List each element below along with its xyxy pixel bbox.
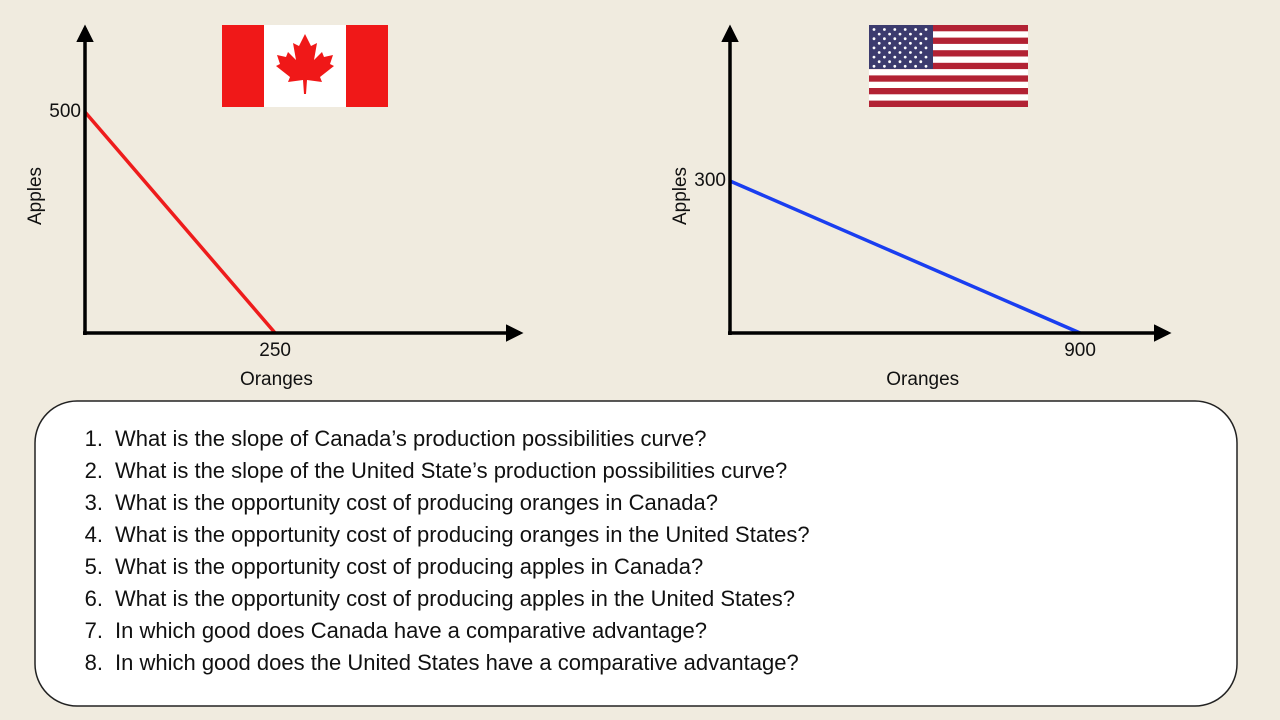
y-tick-label: 500 xyxy=(49,101,81,122)
star xyxy=(888,51,891,54)
x-axis-label: Oranges xyxy=(240,369,313,390)
star xyxy=(919,60,923,64)
star xyxy=(888,41,891,45)
star xyxy=(872,55,876,59)
question-number: 7. xyxy=(84,618,103,643)
star xyxy=(909,51,912,54)
star xyxy=(872,37,876,41)
star xyxy=(919,51,923,54)
question-number: 3. xyxy=(84,490,103,515)
star xyxy=(919,41,923,45)
star xyxy=(924,37,928,41)
star xyxy=(924,46,928,50)
star xyxy=(883,46,886,50)
canada-flag xyxy=(222,25,388,107)
star xyxy=(872,64,876,68)
question-number: 4. xyxy=(84,522,103,547)
star xyxy=(877,51,881,54)
star xyxy=(888,60,891,64)
question-text: What is the opportunity cost of producin… xyxy=(115,490,718,515)
star xyxy=(877,41,881,45)
y-tick-label: 300 xyxy=(694,170,726,191)
question-number: 8. xyxy=(84,650,103,675)
question-number: 5. xyxy=(84,554,103,579)
star xyxy=(877,60,881,64)
star xyxy=(898,60,902,64)
question-box xyxy=(34,400,1238,707)
star xyxy=(883,64,886,68)
star xyxy=(914,28,917,31)
ppf-line xyxy=(729,179,1081,335)
star xyxy=(914,37,917,41)
star xyxy=(924,64,928,68)
y-axis-label: Apples xyxy=(25,167,46,225)
question-number: 1. xyxy=(84,426,103,451)
star xyxy=(898,41,902,45)
star xyxy=(909,41,912,45)
question-text: What is the slope of Canada’s production… xyxy=(115,426,707,451)
ppf-line xyxy=(83,110,277,335)
y-axis-label: Apples xyxy=(670,167,691,225)
x-tick-label: 250 xyxy=(259,340,291,361)
x-axis-label: Oranges xyxy=(886,369,959,390)
star xyxy=(883,28,886,31)
star xyxy=(888,32,891,36)
question-number: 6. xyxy=(84,586,103,611)
star xyxy=(903,37,907,41)
star xyxy=(903,64,907,68)
star xyxy=(903,55,907,59)
question-text: What is the opportunity cost of producin… xyxy=(115,586,795,611)
question-text: In which good does the United States hav… xyxy=(115,650,799,675)
question-text: What is the slope of the United State’s … xyxy=(115,458,788,483)
star xyxy=(893,64,897,68)
star xyxy=(877,32,881,36)
x-tick-label: 900 xyxy=(1064,340,1096,361)
star xyxy=(898,51,902,54)
star xyxy=(924,28,928,31)
usa-flag xyxy=(869,25,1028,107)
star xyxy=(872,28,876,31)
star xyxy=(914,64,917,68)
star xyxy=(893,46,897,50)
star xyxy=(919,32,923,36)
star xyxy=(909,60,912,64)
star xyxy=(909,32,912,36)
question-text: In which good does Canada have a compara… xyxy=(115,618,707,643)
star xyxy=(883,37,886,41)
star xyxy=(898,32,902,36)
star xyxy=(883,55,886,59)
question-number: 2. xyxy=(84,458,103,483)
star xyxy=(914,46,917,50)
star xyxy=(893,55,897,59)
star xyxy=(903,46,907,50)
star xyxy=(914,55,917,59)
question-text: What is the opportunity cost of producin… xyxy=(115,522,810,547)
question-text: What is the opportunity cost of producin… xyxy=(115,554,704,579)
star xyxy=(924,55,928,59)
star xyxy=(893,37,897,41)
star xyxy=(872,46,876,50)
star xyxy=(903,28,907,31)
star xyxy=(893,28,897,31)
